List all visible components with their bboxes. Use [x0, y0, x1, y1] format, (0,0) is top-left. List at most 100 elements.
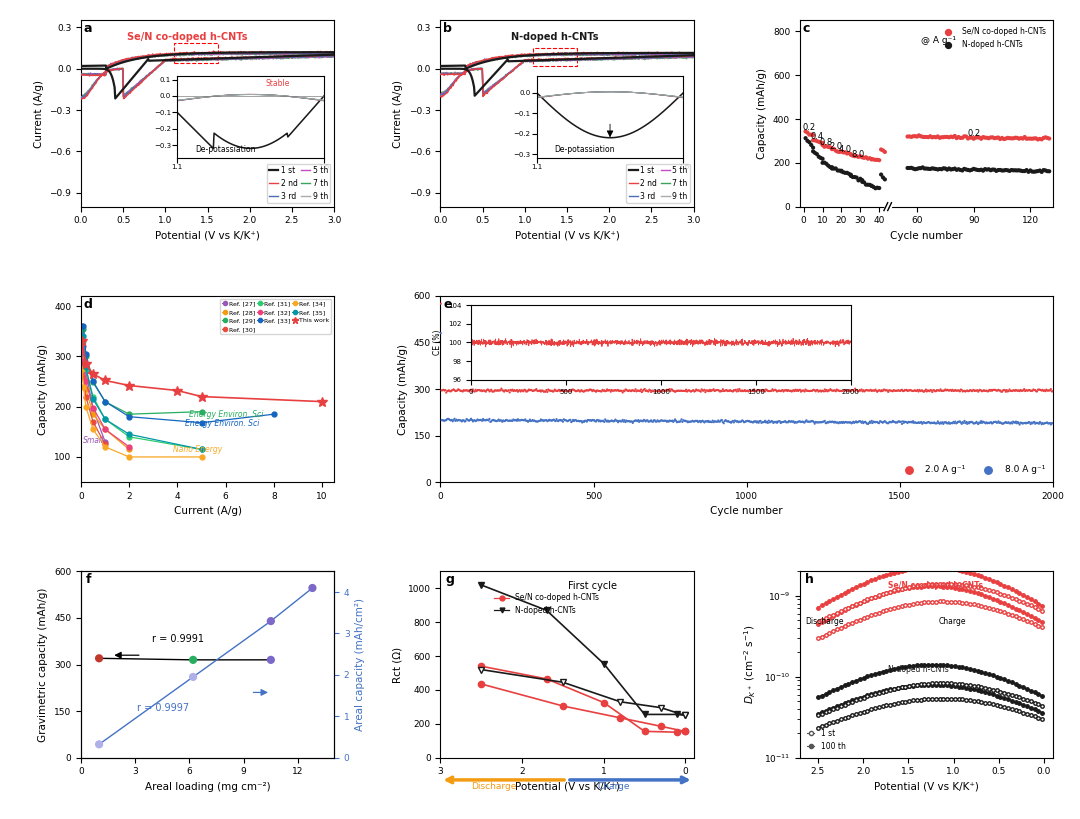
- Point: [879, 384, 896, 397]
- Point: [518, 385, 536, 398]
- Point: [438, 413, 456, 426]
- Point: [859, 417, 876, 430]
- Point: [702, 415, 719, 428]
- Point: [570, 414, 588, 428]
- Point: [947, 383, 964, 396]
- Point: [976, 131, 994, 144]
- Point: [643, 386, 660, 399]
- Point: [823, 415, 840, 428]
- Point: [1007, 131, 1024, 144]
- Point: [956, 162, 973, 175]
- Point: [962, 416, 980, 429]
- Point: [903, 384, 920, 397]
- Point: [984, 383, 1001, 396]
- Point: [825, 384, 842, 397]
- Point: [838, 385, 855, 398]
- Point: [694, 384, 712, 397]
- Point: [905, 384, 922, 397]
- Point: [847, 382, 864, 396]
- Point: [819, 415, 836, 428]
- Point: [1029, 165, 1047, 178]
- Point: [985, 415, 1002, 428]
- Point: [262, 654, 280, 667]
- Point: [793, 415, 810, 428]
- Point: [1037, 417, 1054, 430]
- Point: [966, 383, 983, 396]
- Point: [532, 413, 550, 426]
- Bar: [534, 48, 577, 66]
- Point: [998, 416, 1015, 429]
- Point: [876, 146, 893, 159]
- Point: [691, 414, 708, 428]
- Point: [701, 385, 718, 398]
- X-axis label: Areal loading (mg cm⁻²): Areal loading (mg cm⁻²): [145, 782, 270, 792]
- Point: [594, 414, 611, 428]
- Point: [963, 385, 981, 398]
- Point: [478, 414, 496, 427]
- Point: [943, 416, 960, 429]
- Point: [434, 383, 451, 396]
- Point: [1011, 132, 1028, 145]
- Point: [742, 415, 759, 428]
- Point: [750, 384, 767, 397]
- Point: [686, 415, 703, 428]
- Point: [716, 414, 733, 428]
- Point: [811, 416, 828, 429]
- Point: [835, 146, 852, 159]
- Point: [852, 172, 869, 185]
- Point: [800, 128, 818, 141]
- Point: [589, 384, 606, 397]
- Point: [839, 384, 856, 397]
- Point: [773, 415, 791, 428]
- Point: [826, 384, 843, 397]
- Point: [1012, 383, 1029, 396]
- Point: [642, 384, 659, 397]
- Point: [693, 382, 711, 396]
- Point: [707, 383, 725, 396]
- Point: [540, 384, 557, 397]
- Point: [766, 383, 783, 396]
- Point: [860, 418, 877, 431]
- Point: [1013, 384, 1030, 397]
- Point: [786, 415, 804, 428]
- Point: [557, 414, 575, 427]
- Point: [759, 416, 777, 429]
- Point: [596, 413, 613, 426]
- Point: [906, 383, 923, 396]
- Point: [748, 384, 766, 397]
- Point: [442, 385, 459, 398]
- Point: [608, 384, 625, 397]
- Point: [458, 413, 475, 426]
- Point: [990, 416, 1008, 429]
- Point: [873, 168, 890, 181]
- Point: [994, 164, 1011, 177]
- Point: [956, 384, 973, 397]
- Point: [879, 417, 896, 430]
- Point: [1034, 384, 1051, 397]
- Point: [484, 414, 501, 427]
- Point: [782, 384, 799, 397]
- X-axis label: Potential (V vs K/K⁺): Potential (V vs K/K⁺): [514, 782, 620, 792]
- Point: [833, 415, 850, 428]
- Point: [627, 385, 645, 398]
- Point: [543, 414, 561, 428]
- Point: [548, 413, 565, 426]
- Point: [507, 414, 524, 427]
- Point: [508, 414, 525, 427]
- Point: [528, 415, 545, 428]
- Point: [663, 382, 680, 396]
- Point: [875, 415, 892, 428]
- Point: [801, 384, 819, 397]
- Point: [511, 383, 528, 396]
- Point: [948, 163, 966, 176]
- Point: [967, 384, 984, 397]
- Point: [1011, 385, 1028, 398]
- Point: [603, 414, 620, 427]
- Point: [582, 383, 599, 396]
- Point: [829, 384, 847, 397]
- Point: [808, 416, 825, 429]
- Point: [832, 416, 849, 429]
- Point: [750, 383, 767, 396]
- Point: [853, 416, 870, 429]
- Point: [958, 163, 975, 176]
